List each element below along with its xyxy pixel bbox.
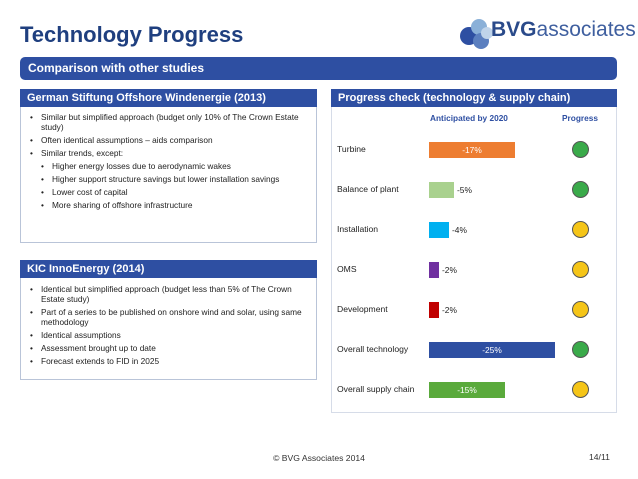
row-label: Overall technology <box>337 344 409 354</box>
bar-value-label: -17% <box>462 145 482 155</box>
row-label: Balance of plant <box>337 184 399 194</box>
german-bullet-item: Lower cost of capital <box>30 187 310 197</box>
kic-bullet-item: Identical assumptions <box>30 330 310 340</box>
german-bullet-item: Similar but simplified approach (budget … <box>30 112 310 132</box>
kic-bullet-item: Assessment brought up to date <box>30 343 310 353</box>
german-bullet-item: More sharing of offshore infrastructure <box>30 200 310 210</box>
german-bullet-item: Often identical assumptions – aids compa… <box>30 135 310 145</box>
progress-panel <box>331 89 617 413</box>
status-indicator-icon <box>572 341 589 358</box>
status-indicator-icon <box>572 181 589 198</box>
bar-value-label: -15% <box>457 385 477 395</box>
bar-value-label: -2% <box>442 265 457 275</box>
status-indicator-icon <box>572 221 589 238</box>
kic-bullet-item: Part of a series to be published on onsh… <box>30 307 310 327</box>
logo-rest: associates <box>536 18 636 41</box>
bvg-logo-icon <box>460 19 493 49</box>
bvg-logo-wordmark: BVGassociates <box>491 18 636 42</box>
status-indicator-icon <box>572 301 589 318</box>
kic-bullet-item: Identical but simplified approach (budge… <box>30 284 310 304</box>
progress-bar <box>429 142 515 158</box>
bar-value-label: -2% <box>442 305 457 315</box>
row-label: Turbine <box>337 144 366 154</box>
german-bullet-list: Similar but simplified approach (budget … <box>30 112 310 213</box>
footer-copyright: © BVG Associates 2014 <box>273 453 365 463</box>
german-panel-title: German Stiftung Offshore Windenergie (20… <box>20 89 317 107</box>
kic-panel-title: KIC InnoEnergy (2014) <box>20 260 317 278</box>
row-label: Overall supply chain <box>337 384 415 394</box>
kic-bullet-list: Identical but simplified approach (budge… <box>30 284 310 369</box>
status-indicator-icon <box>572 381 589 398</box>
kic-bullet-item: Forecast extends to FID in 2025 <box>30 356 310 366</box>
progress-bar <box>429 342 555 358</box>
german-bullet-item: Higher energy losses due to aerodynamic … <box>30 161 310 171</box>
german-bullet-item: Similar trends, except: <box>30 148 310 158</box>
page-number: 14/11 <box>589 452 610 462</box>
progress-panel-title: Progress check (technology & supply chai… <box>331 89 617 107</box>
logo-bold: BVG <box>491 18 537 41</box>
bar-value-label: -4% <box>452 225 467 235</box>
status-indicator-icon <box>572 261 589 278</box>
progress-bar <box>429 382 505 398</box>
german-bullet-item: Higher support structure savings but low… <box>30 174 310 184</box>
progress-bar <box>429 262 439 278</box>
row-label: Installation <box>337 224 379 234</box>
row-label: OMS <box>337 264 357 274</box>
section-banner: Comparison with other studies <box>20 57 617 80</box>
bar-value-label: -25% <box>482 345 502 355</box>
progress-column-header: Progress <box>562 113 598 123</box>
anticipated-column-header: Anticipated by 2020 <box>430 113 508 123</box>
row-label: Development <box>337 304 388 314</box>
progress-bar <box>429 182 454 198</box>
progress-bar <box>429 222 449 238</box>
slide-title: Technology Progress <box>20 22 244 47</box>
progress-bar <box>429 302 439 318</box>
status-indicator-icon <box>572 141 589 158</box>
bar-value-label: -5% <box>457 185 472 195</box>
